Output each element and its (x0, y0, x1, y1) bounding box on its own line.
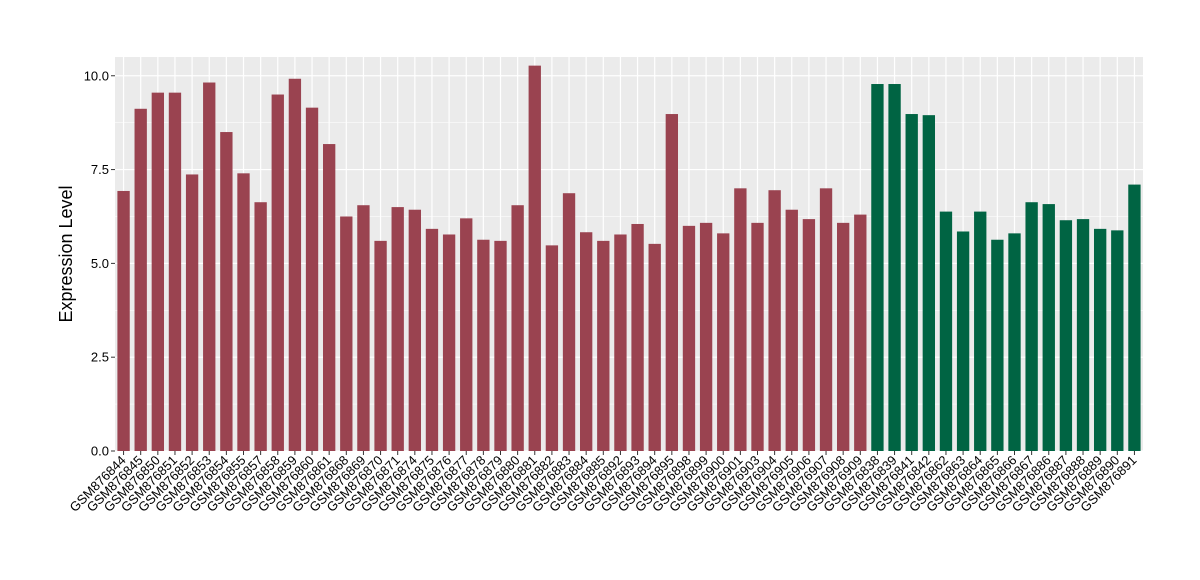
bar-GSM876844 (117, 190, 130, 451)
bar-GSM876883 (562, 193, 576, 451)
bar-GSM876855 (237, 173, 250, 452)
x-axis: GSM876844GSM876845GSM876850GSM876851GSM8… (66, 451, 1140, 515)
bar-GSM876868 (340, 216, 353, 451)
bar-GSM876889 (1093, 228, 1107, 451)
bar-GSM876852 (185, 174, 199, 451)
bar-GSM876890 (1111, 230, 1124, 451)
bar-GSM876908 (836, 222, 850, 451)
bar-GSM876865 (991, 239, 1004, 451)
bar-GSM876888 (1076, 219, 1090, 451)
y-tick-label: 2.5 (91, 350, 109, 365)
bar-GSM876894 (648, 243, 661, 451)
bar-GSM876866 (1008, 233, 1021, 451)
bar-GSM876869 (357, 205, 370, 451)
bar-GSM876842 (922, 115, 936, 452)
bar-GSM876839 (888, 84, 901, 451)
bar-GSM876867 (1025, 202, 1038, 451)
bar-GSM876853 (203, 82, 216, 452)
bar-GSM876905 (785, 209, 798, 451)
y-tick-label: 0.0 (91, 444, 109, 459)
bar-GSM876907 (819, 188, 833, 452)
bar-GSM876904 (768, 190, 781, 451)
y-axis: 0.0 2.5 5.0 7.5 10.0 (84, 68, 115, 459)
bar-GSM876858 (271, 94, 284, 452)
bar-GSM876909 (854, 214, 867, 451)
y-tick-label: 5.0 (91, 256, 109, 271)
bar-GSM876862 (939, 211, 953, 451)
bar-GSM876874 (408, 209, 422, 451)
bar-GSM876854 (220, 132, 233, 452)
bar-GSM876860 (305, 107, 319, 452)
bar-GSM876850 (151, 92, 165, 452)
bar-GSM876893 (631, 223, 644, 451)
bar-GSM876871 (391, 207, 404, 451)
bar-GSM876838 (871, 84, 884, 451)
bar-GSM876845 (134, 108, 147, 451)
bar-GSM876903 (751, 222, 764, 451)
bar-GSM876901 (734, 188, 747, 452)
bar-GSM876886 (1042, 204, 1055, 451)
bar-GSM876885 (597, 240, 610, 451)
bar-GSM876892 (614, 234, 627, 451)
y-axis-title: Expression Level (56, 185, 76, 322)
bar-GSM876898 (682, 225, 696, 451)
y-tick-label: 10.0 (84, 68, 109, 83)
bar-GSM876864 (974, 211, 987, 451)
bar-GSM876882 (545, 245, 559, 451)
bar-GSM876841 (905, 114, 918, 451)
bar-series (117, 65, 1141, 452)
bar-GSM876870 (374, 240, 387, 451)
bar-GSM876879 (494, 240, 507, 451)
bar-GSM876880 (511, 205, 524, 451)
bar-GSM876906 (802, 219, 816, 451)
bar-GSM876863 (956, 231, 970, 451)
minor-gridlines (115, 122, 1143, 405)
plot-panel (115, 57, 1143, 451)
bar-GSM876857 (254, 202, 267, 451)
bar-GSM876895 (665, 114, 679, 451)
bar-GSM876878 (477, 239, 490, 451)
bar-GSM876887 (1059, 220, 1073, 451)
y-tick-label: 7.5 (91, 162, 109, 177)
bar-GSM876899 (699, 222, 713, 451)
bar-GSM876881 (528, 65, 541, 451)
bar-GSM876876 (442, 234, 456, 451)
bar-GSM876877 (460, 218, 473, 451)
bar-GSM876851 (168, 92, 182, 452)
bar-GSM876859 (288, 78, 302, 452)
bar-GSM876884 (579, 232, 593, 451)
bar-GSM876900 (717, 233, 730, 451)
bar-GSM876875 (425, 228, 439, 451)
bar-GSM876891 (1128, 184, 1141, 452)
bar-GSM876861 (322, 144, 336, 451)
